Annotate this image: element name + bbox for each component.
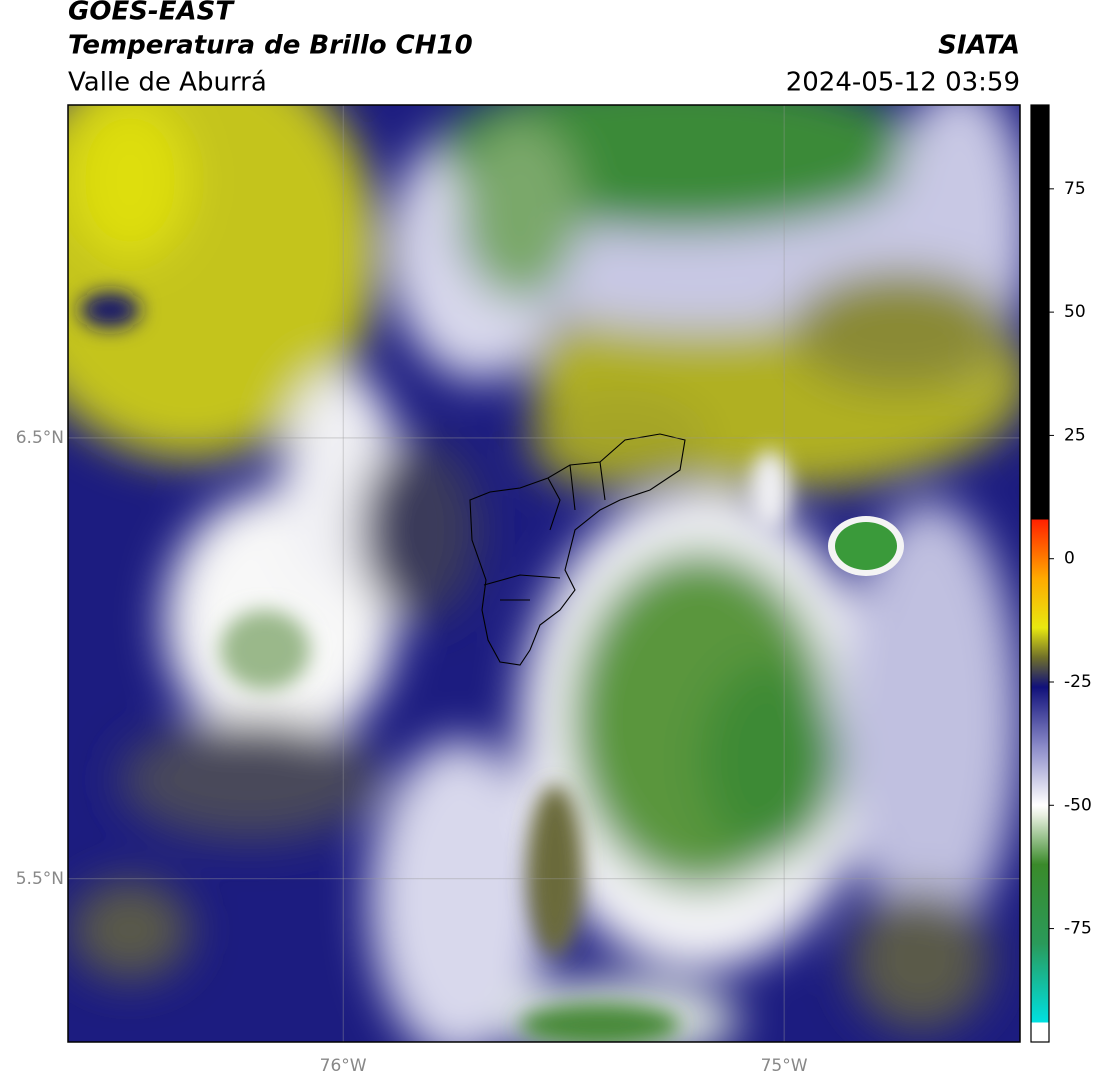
source-title: GOES-EAST [68,0,235,27]
colorbar-tick-label: 75 [1064,179,1086,199]
lat-label: 6.5°N [16,428,64,448]
colorbar-tick-label: 50 [1064,302,1086,322]
region-subtitle: Valle de Aburrá [68,68,267,98]
lat-label: 5.5°N [16,869,64,889]
colorbar-tick-label: 25 [1064,425,1086,445]
organization: SIATA [938,31,1020,61]
colorbar-tick-label: -50 [1064,795,1092,815]
product-title: Temperatura de Brillo CH10 [68,31,473,61]
datetime: 2024-05-12 03:59 [786,68,1020,98]
lon-label: 75°W [761,1056,808,1076]
lon-label: 76°W [320,1056,367,1076]
colorbar-tick-label: 0 [1064,549,1075,569]
map-frame [67,104,1021,1043]
satellite-image [68,105,1020,1042]
colorbar [1030,104,1050,1043]
colorbar-tick-label: -75 [1064,919,1092,939]
colorbar-tick-label: -25 [1064,672,1092,692]
